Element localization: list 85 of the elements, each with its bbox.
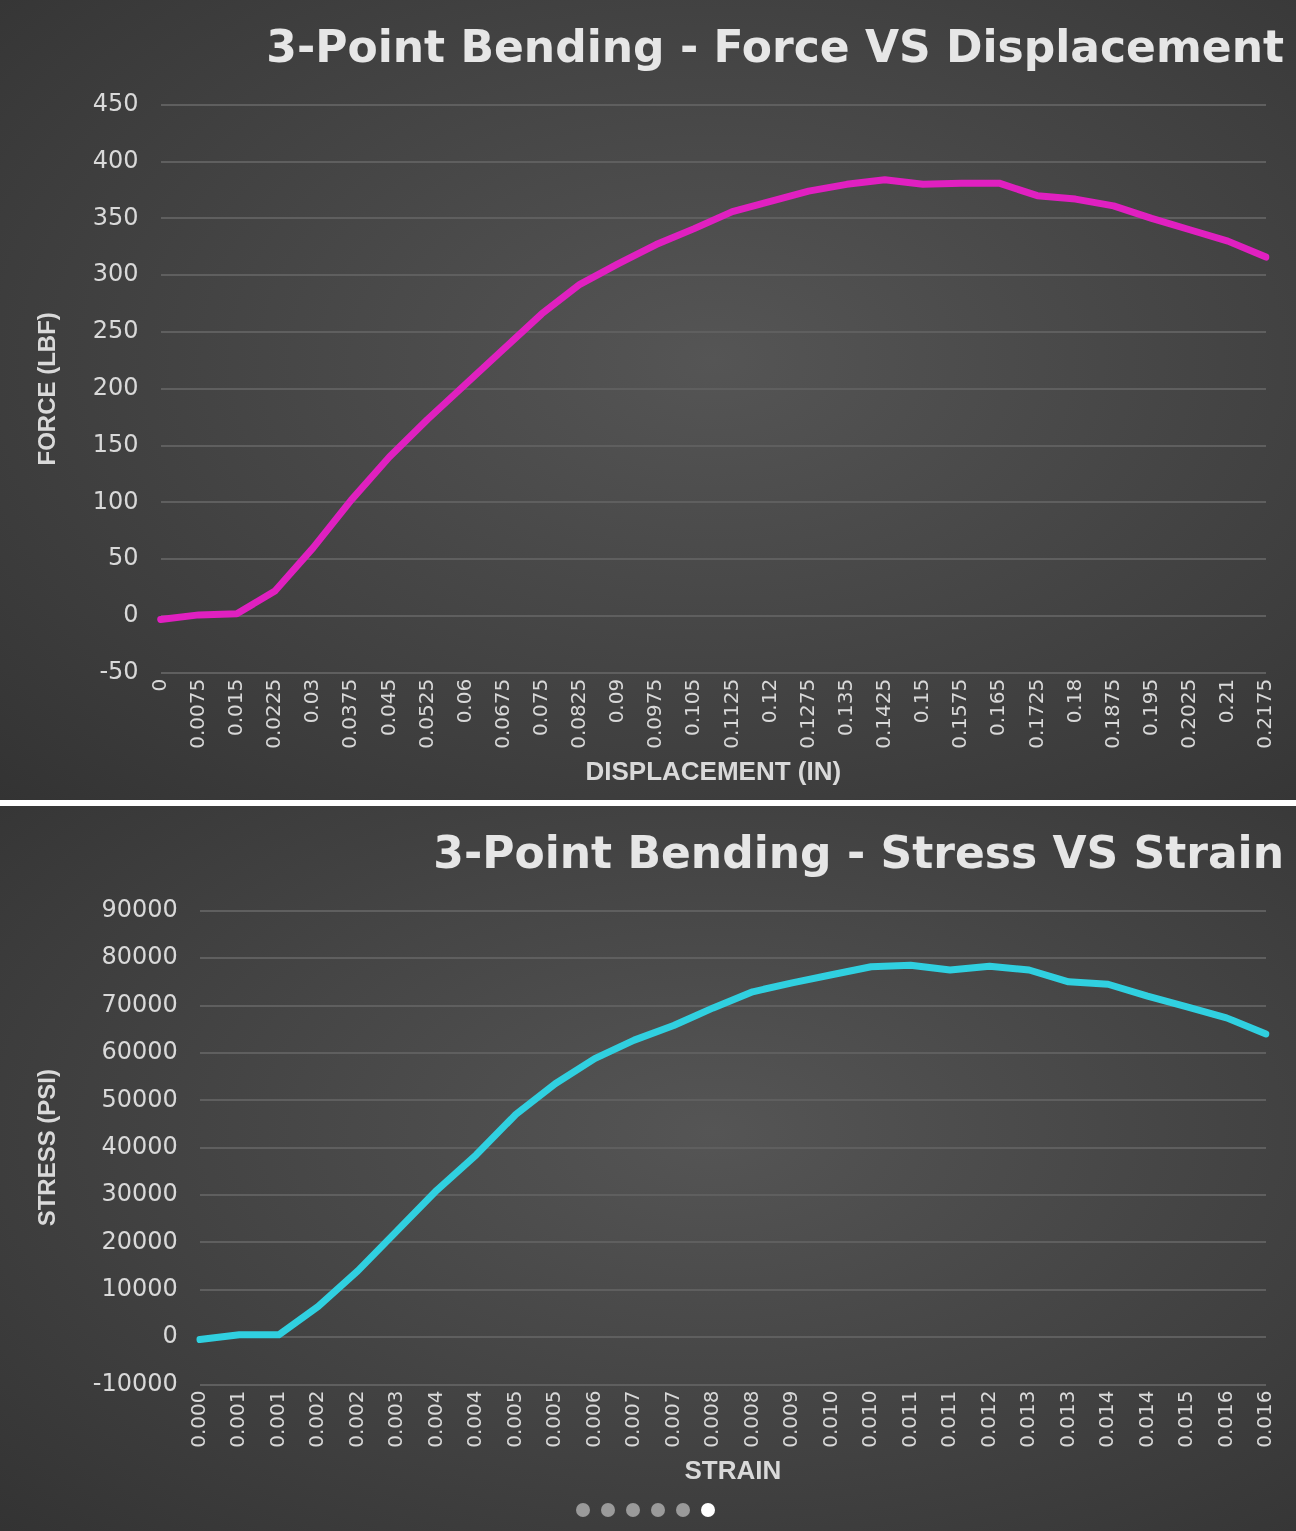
y-tick-label: 450: [92, 89, 139, 118]
x-tick-label: 0.016: [1252, 1390, 1277, 1448]
x-tick-label: 0.007: [659, 1390, 684, 1448]
y-tick-label: 250: [92, 316, 139, 345]
y-axis-title: STRESS (PSI): [33, 1068, 61, 1227]
x-tick-label: 0.011: [896, 1390, 921, 1448]
x-axis-title: STRAIN: [684, 1454, 782, 1485]
x-tick-label: 0.06: [451, 678, 476, 724]
x-tick-label: 0.010: [857, 1390, 882, 1448]
x-tick-label: 0.12: [756, 678, 781, 724]
x-tick-label: 0.0975: [642, 678, 667, 749]
x-tick-label: 0.0825: [566, 678, 591, 749]
y-tick-label: 80000: [101, 942, 178, 971]
y-tick-label: 60000: [101, 1037, 178, 1066]
x-axis-title: DISPLACEMENT (IN): [585, 755, 842, 786]
y-tick-label: 0: [123, 600, 139, 629]
y-tick-label: 300: [92, 259, 139, 288]
y-axis-title: FORCE (LBF): [33, 312, 61, 466]
x-tick-label: 0.008: [738, 1390, 763, 1448]
x-tick-label: 0.015: [1173, 1390, 1198, 1448]
y-tick-label: 70000: [101, 989, 178, 1018]
x-tick-label: 0.016: [1212, 1390, 1237, 1448]
y-tick-label: 0: [162, 1321, 178, 1350]
x-tick-label: 0.0525: [413, 678, 438, 749]
x-tick-label: 0.003: [383, 1390, 408, 1448]
x-tick-label: 0.012: [975, 1390, 1000, 1448]
x-tick-label: 0.03: [299, 678, 324, 724]
x-tick-label: 0.004: [462, 1390, 487, 1448]
x-tick-label: 0.002: [304, 1390, 329, 1448]
x-tick-label: 0.1425: [871, 678, 896, 749]
y-tick-label: 10000: [101, 1274, 178, 1303]
x-tick-label: 0.1875: [1099, 678, 1124, 749]
x-tick-label: 0.0375: [337, 678, 362, 749]
x-tick-label: 0.013: [1054, 1390, 1079, 1448]
y-tick-label: 40000: [101, 1131, 178, 1160]
chart-title: 3-Point Bending - Force VS Displacement: [266, 20, 1284, 72]
x-tick-label: 0.001: [264, 1390, 289, 1448]
x-tick-label: 0.005: [501, 1390, 526, 1448]
x-tick-label: 0.075: [527, 678, 552, 737]
y-tick-label: 100: [92, 486, 139, 515]
x-tick-label: 0.009: [778, 1390, 803, 1448]
y-tick-label: 400: [92, 145, 139, 174]
y-tick-label: -10000: [92, 1368, 178, 1397]
x-tick-label: 0.09: [604, 678, 629, 724]
x-tick-label: 0.006: [580, 1390, 605, 1448]
x-tick-label: 0.008: [699, 1390, 724, 1448]
x-tick-label: 0.1125: [718, 678, 743, 749]
y-tick-label: 30000: [101, 1179, 178, 1208]
y-tick-label: 350: [92, 202, 139, 231]
y-tick-label: 50: [108, 543, 139, 572]
x-tick-label: 0.135: [832, 678, 857, 737]
x-tick-label: 0.013: [1015, 1390, 1040, 1448]
x-tick-label: 0.1275: [794, 678, 819, 749]
x-tick-label: 0.105: [680, 678, 705, 737]
chart-title: 3-Point Bending - Stress VS Strain: [433, 826, 1284, 878]
x-tick-label: 0.195: [1137, 678, 1162, 737]
x-tick-label: 0.15: [909, 678, 934, 724]
x-tick-label: 0.004: [422, 1390, 447, 1448]
y-tick-label: 150: [92, 429, 139, 458]
x-tick-label: 0.014: [1133, 1390, 1158, 1448]
x-tick-label: 0.21: [1214, 678, 1239, 724]
x-tick-label: 0.000: [186, 1390, 211, 1448]
x-tick-label: 0.18: [1061, 678, 1086, 724]
x-tick-label: 0.005: [541, 1390, 566, 1448]
x-tick-label: 0.002: [343, 1390, 368, 1448]
x-tick-label: 0.045: [375, 678, 400, 737]
x-tick-label: 0.1575: [947, 678, 972, 749]
x-tick-label: 0.010: [817, 1390, 842, 1448]
x-tick-label: 0.011: [936, 1390, 961, 1448]
y-tick-label: 50000: [101, 1084, 178, 1113]
x-tick-label: 0.0225: [261, 678, 286, 749]
x-tick-label: 0.2025: [1175, 678, 1200, 749]
x-tick-label: 0.015: [223, 678, 248, 737]
y-tick-label: -50: [99, 657, 139, 686]
x-tick-label: 0.014: [1094, 1390, 1119, 1448]
x-tick-label: 0.001: [225, 1390, 250, 1448]
x-tick-label: 0.165: [985, 678, 1010, 737]
x-tick-label: 0.007: [620, 1390, 645, 1448]
x-tick-label: 0.2175: [1252, 678, 1277, 749]
y-tick-label: 200: [92, 373, 139, 402]
y-tick-label: 90000: [101, 895, 178, 924]
y-tick-label: 20000: [101, 1226, 178, 1255]
x-tick-label: 0.0075: [184, 678, 209, 749]
x-tick-label: 0.1725: [1023, 678, 1048, 749]
x-tick-label: 0.0675: [489, 678, 514, 749]
